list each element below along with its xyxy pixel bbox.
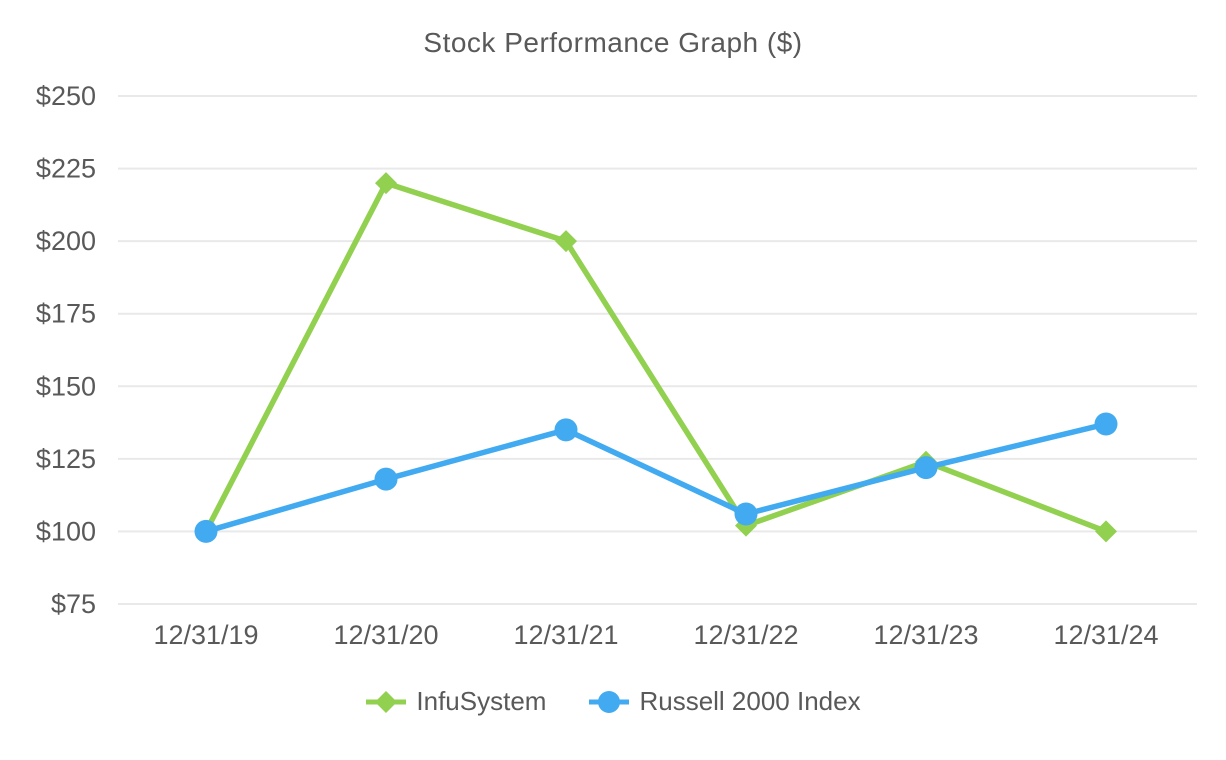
- x-axis-tick-label: 12/31/22: [693, 620, 798, 650]
- chart-legend: InfuSystem Russell 2000 Index: [0, 686, 1226, 717]
- x-axis-tick-label: 12/31/23: [873, 620, 978, 650]
- y-axis-tick-label: $150: [36, 371, 96, 401]
- series-line-infusystem: [203, 180, 1109, 535]
- legend-item-infusystem: InfuSystem: [365, 686, 546, 717]
- data-point-marker-russell-2000-index: [554, 418, 578, 442]
- x-axis-tick-label: 12/31/19: [153, 620, 258, 650]
- data-point-marker-russell-2000-index: [194, 519, 218, 543]
- y-axis-tick-label: $75: [51, 589, 96, 619]
- y-axis-tick-label: $125: [36, 444, 96, 474]
- data-point-marker-russell-2000-index: [914, 456, 938, 480]
- circle-marker-icon: [589, 690, 630, 713]
- legend-label-russell-2000-index: Russell 2000 Index: [639, 686, 861, 716]
- data-point-marker-russell-2000-index: [374, 467, 398, 491]
- y-axis-tick-label: $175: [36, 299, 96, 329]
- data-point-marker-infusystem: [555, 230, 577, 253]
- y-axis-tick-label: $100: [36, 516, 96, 546]
- series-line-russell-2000-index: [203, 421, 1109, 535]
- chart-title: Stock Performance Graph ($): [423, 27, 803, 58]
- y-axis-tick-label: $250: [36, 81, 96, 111]
- x-axis-tick-label: 12/31/24: [1053, 620, 1158, 650]
- legend-label-infusystem: InfuSystem: [416, 686, 547, 716]
- y-axis-tick-label: $200: [36, 226, 96, 256]
- data-point-marker-infusystem: [375, 172, 397, 195]
- x-axis-tick-label: 12/31/20: [333, 620, 438, 650]
- data-point-marker-russell-2000-index: [1094, 412, 1118, 436]
- x-axis-tick-label: 12/31/21: [513, 620, 618, 650]
- y-axis-tick-label: $225: [36, 154, 96, 184]
- data-point-marker-russell-2000-index: [734, 502, 758, 526]
- diamond-marker-icon: [366, 690, 407, 713]
- legend-item-russell-2000-index: Russell 2000 Index: [588, 686, 861, 717]
- data-point-marker-infusystem: [1095, 520, 1117, 543]
